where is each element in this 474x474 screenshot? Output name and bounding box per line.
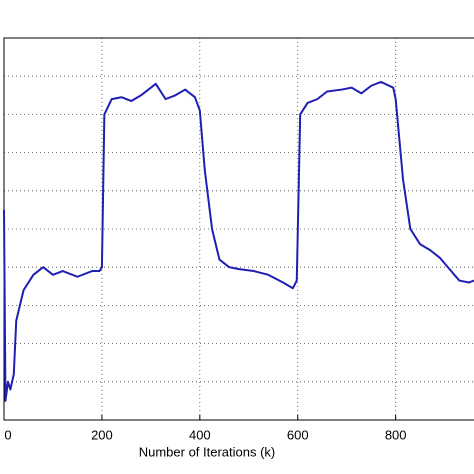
- x-tick-label: 600: [287, 427, 309, 442]
- x-tick-label: 400: [189, 427, 211, 442]
- x-axis-label: Number of Iterations (k): [139, 444, 276, 459]
- x-tick-label: 800: [385, 427, 407, 442]
- x-tick-label: 0: [4, 427, 11, 442]
- data-line: [3, 80, 474, 402]
- axes-frame: [3, 37, 474, 421]
- x-tick-label: 200: [91, 427, 113, 442]
